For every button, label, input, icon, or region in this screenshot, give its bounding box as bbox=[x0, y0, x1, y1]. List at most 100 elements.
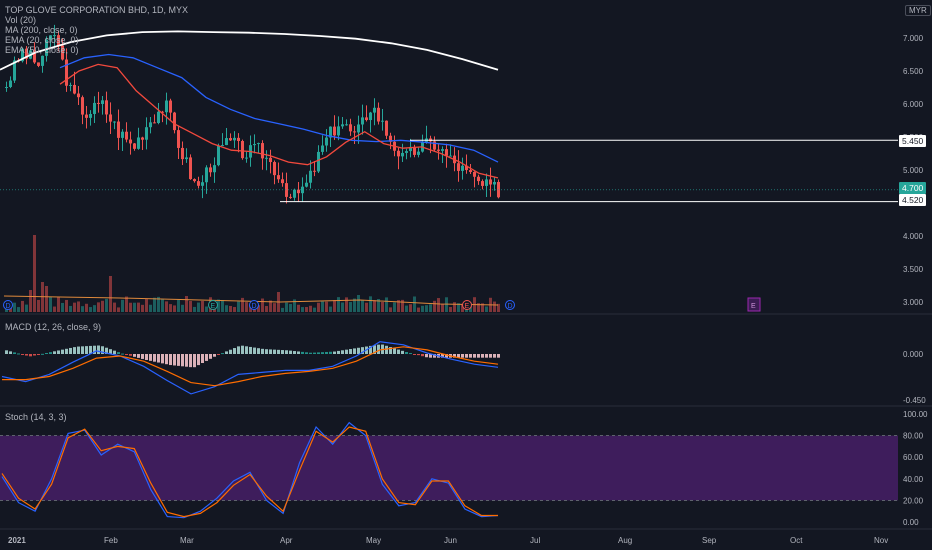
candle-body bbox=[365, 117, 368, 121]
macd-histogram-bar bbox=[369, 345, 372, 354]
volume-bar bbox=[141, 304, 144, 312]
candle-body bbox=[189, 157, 192, 180]
macd-histogram-bar bbox=[417, 354, 420, 356]
symbol-title[interactable]: TOP GLOVE CORPORATION BHD, 1D, MYX bbox=[5, 5, 189, 15]
candle-body bbox=[473, 171, 476, 177]
macd-legend[interactable]: MACD (12, 26, close, 9) bbox=[5, 322, 101, 332]
macd-histogram-bar bbox=[245, 346, 248, 354]
event-marker-circle bbox=[505, 300, 515, 310]
currency-button[interactable]: MYR bbox=[905, 5, 931, 16]
volume-bar bbox=[193, 306, 196, 312]
volume-bar bbox=[33, 235, 36, 312]
macd-histogram-bar bbox=[133, 354, 136, 357]
candle-body bbox=[337, 126, 340, 136]
macd-histogram-bar bbox=[485, 354, 488, 358]
macd-histogram-bar bbox=[85, 346, 88, 354]
ema50-legend[interactable]: EMA (50, close, 0) bbox=[5, 45, 79, 55]
candle-body bbox=[493, 181, 496, 185]
event-marker-label: E bbox=[465, 303, 470, 310]
volume-bar bbox=[17, 307, 20, 312]
macd-histogram-bar bbox=[461, 354, 464, 358]
macd-histogram-bar bbox=[349, 349, 352, 354]
volume-bar bbox=[457, 303, 460, 312]
macd-histogram-bar bbox=[89, 345, 92, 354]
volume-bar bbox=[337, 297, 340, 312]
macd-signal-line bbox=[2, 346, 499, 387]
macd-histogram-bar bbox=[301, 351, 304, 354]
price-axis-tick: 5.000 bbox=[903, 166, 924, 175]
candle-body bbox=[433, 141, 436, 150]
macd-histogram-bar bbox=[9, 351, 12, 354]
macd-histogram-bar bbox=[457, 354, 460, 358]
price-axis-tick: 3.500 bbox=[903, 265, 924, 274]
volume-bar bbox=[301, 307, 304, 312]
volume-bar bbox=[105, 298, 108, 312]
ema20-legend[interactable]: EMA (20, close, 0) bbox=[5, 35, 79, 45]
volume-bar bbox=[57, 296, 60, 312]
macd-histogram-bar bbox=[205, 354, 208, 361]
volume-bar bbox=[145, 299, 148, 312]
price-axis-tick: 6.000 bbox=[903, 100, 924, 109]
macd-histogram-bar bbox=[29, 354, 32, 357]
candle-body bbox=[317, 151, 320, 172]
volume-bar bbox=[269, 300, 272, 312]
candle-body bbox=[441, 149, 444, 151]
candle-body bbox=[5, 86, 8, 88]
macd-histogram-bar bbox=[61, 349, 64, 354]
volume-bar bbox=[493, 301, 496, 312]
candle-body bbox=[237, 137, 240, 142]
macd-histogram-bar bbox=[337, 350, 340, 354]
candle-body bbox=[405, 151, 408, 153]
stoch-legend[interactable]: Stoch (14, 3, 3) bbox=[5, 412, 67, 422]
candle-body bbox=[177, 130, 180, 148]
volume-bar bbox=[445, 297, 448, 312]
candle-body bbox=[193, 179, 196, 182]
candle-body bbox=[13, 60, 16, 81]
last-price-tag: 4.700 bbox=[899, 182, 927, 194]
macd-histogram-bar bbox=[41, 353, 44, 355]
volume-bar bbox=[413, 296, 416, 312]
candle-body bbox=[385, 120, 388, 136]
candle-body bbox=[81, 97, 84, 115]
macd-histogram-bar bbox=[373, 345, 376, 354]
vol-legend[interactable]: Vol (20) bbox=[5, 15, 37, 25]
ma200-legend[interactable]: MA (200, close, 0) bbox=[5, 25, 78, 35]
volume-bar bbox=[165, 301, 168, 312]
price-legend: TOP GLOVE CORPORATION BHD, 1D, MYX Vol (… bbox=[5, 5, 188, 55]
candle-body bbox=[141, 137, 144, 140]
macd-histogram-bar bbox=[177, 354, 180, 366]
stoch-axis-tick: 60.00 bbox=[903, 453, 924, 462]
volume-bar bbox=[361, 300, 364, 312]
candle-body bbox=[129, 139, 132, 144]
stoch-k-line bbox=[1, 421, 499, 519]
macd-histogram-bar bbox=[69, 347, 72, 354]
macd-histogram-bar bbox=[161, 354, 164, 364]
macd-histogram-bar bbox=[213, 354, 216, 357]
volume-bar bbox=[389, 307, 392, 312]
macd-histogram-bar bbox=[229, 349, 232, 354]
ma200-line bbox=[0, 30, 499, 71]
volume-bar bbox=[353, 298, 356, 312]
macd-histogram-bar bbox=[441, 354, 444, 358]
volume-bar bbox=[185, 296, 188, 312]
macd-histogram-bar bbox=[313, 352, 316, 354]
candle-body bbox=[281, 179, 284, 184]
candle-body bbox=[349, 124, 352, 132]
stoch-axis-tick: 100.00 bbox=[903, 410, 928, 419]
volume-bar bbox=[317, 302, 320, 312]
macd-histogram-bar bbox=[81, 346, 84, 354]
volume-bar bbox=[133, 302, 136, 312]
candle-body bbox=[173, 112, 176, 131]
event-marker-label: D bbox=[252, 303, 257, 310]
macd-histogram-bar bbox=[469, 354, 472, 358]
macd-histogram-bar bbox=[37, 354, 40, 355]
macd-histogram-bar bbox=[137, 354, 140, 358]
candle-body bbox=[205, 167, 208, 183]
time-axis-label: Feb bbox=[104, 536, 118, 545]
volume-bar bbox=[257, 305, 260, 312]
volume-bar bbox=[45, 286, 48, 312]
candle-body bbox=[37, 62, 40, 66]
volume-bar bbox=[137, 302, 140, 312]
macd-histogram-bar bbox=[5, 350, 8, 354]
